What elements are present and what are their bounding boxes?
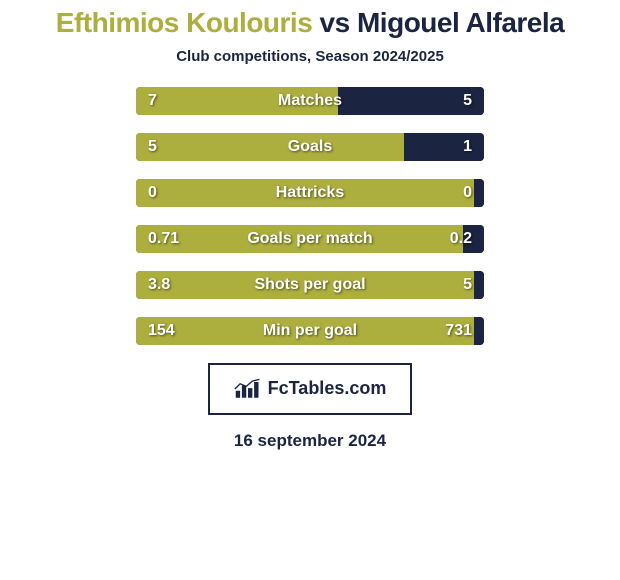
stat-value-p2: 5 (463, 271, 472, 299)
stat-row: Matches7 5 (0, 87, 620, 115)
spacer (9, 271, 114, 299)
comparison-container: Efthimios Koulouris vs Migouel Alfarela … (0, 0, 620, 580)
title-player2: Migouel Alfarela (357, 7, 564, 38)
title-vs: vs (312, 7, 357, 38)
stat-value-p1: 0.71 (148, 225, 179, 253)
subtitle: Club competitions, Season 2024/2025 (0, 48, 620, 65)
spacer (506, 225, 611, 253)
stat-row: Min per goal154 731 (0, 317, 620, 345)
spacer (506, 271, 611, 299)
chart-icon (234, 378, 262, 400)
stat-bar: Shots per goal3.8 5 (136, 271, 484, 299)
stat-label: Shots per goal (136, 271, 484, 299)
stats-list: Matches75Goals51Hattricks00Goals per mat… (0, 87, 620, 345)
stat-row: Goals5 1 (0, 133, 620, 161)
stat-label: Hattricks (136, 179, 484, 207)
stat-value-p2: 0 (463, 179, 472, 207)
player1-marker (9, 133, 114, 161)
stat-value-p1: 7 (148, 87, 157, 115)
date-text: 16 september 2024 (0, 431, 620, 451)
player1-marker (9, 87, 114, 115)
spacer (506, 179, 611, 207)
player2-marker (506, 133, 611, 161)
stat-value-p2: 1 (463, 133, 472, 161)
stat-row: Goals per match0.71 0.2 (0, 225, 620, 253)
spacer (9, 225, 114, 253)
stat-bar: Hattricks0 0 (136, 179, 484, 207)
badge-text: FcTables.com (268, 378, 387, 399)
stat-bar: Min per goal154 731 (136, 317, 484, 345)
source-badge[interactable]: FcTables.com (208, 363, 412, 415)
spacer (506, 317, 611, 345)
stat-bar: Goals5 1 (136, 133, 484, 161)
stat-value-p2: 0.2 (450, 225, 472, 253)
stat-label: Matches (136, 87, 484, 115)
stat-label: Goals (136, 133, 484, 161)
stat-value-p1: 154 (148, 317, 175, 345)
stat-row: Hattricks0 0 (0, 179, 620, 207)
spacer (9, 179, 114, 207)
stat-label: Goals per match (136, 225, 484, 253)
title-player1: Efthimios Koulouris (56, 7, 313, 38)
stat-label: Min per goal (136, 317, 484, 345)
stat-value-p1: 0 (148, 179, 157, 207)
stat-bar: Goals per match0.71 0.2 (136, 225, 484, 253)
stat-value-p1: 3.8 (148, 271, 170, 299)
stat-value-p2: 731 (445, 317, 472, 345)
player2-marker (506, 87, 611, 115)
stat-value-p2: 5 (463, 87, 472, 115)
stat-row: Shots per goal3.8 5 (0, 271, 620, 299)
page-title: Efthimios Koulouris vs Migouel Alfarela (0, 6, 620, 48)
stat-value-p1: 5 (148, 133, 157, 161)
stat-bar: Matches7 5 (136, 87, 484, 115)
spacer (9, 317, 114, 345)
